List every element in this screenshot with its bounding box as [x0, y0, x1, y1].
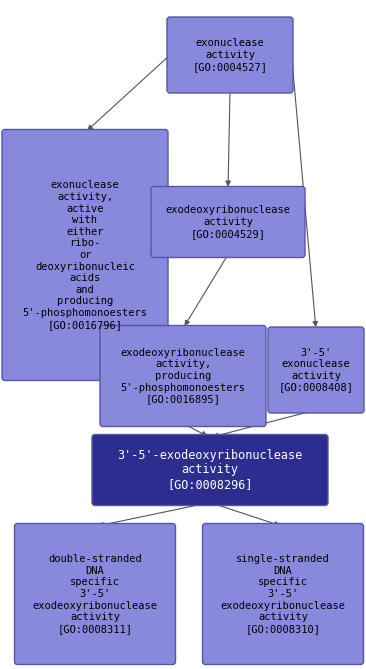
FancyBboxPatch shape [151, 187, 305, 258]
FancyBboxPatch shape [15, 524, 176, 664]
Text: exonuclease
activity
[GO:0004527]: exonuclease activity [GO:0004527] [193, 38, 268, 72]
FancyBboxPatch shape [202, 524, 363, 664]
FancyBboxPatch shape [268, 327, 364, 413]
FancyBboxPatch shape [92, 434, 328, 506]
Text: exodeoxyribonuclease
activity,
producing
5'-phosphomonoesters
[GO:0016895]: exodeoxyribonuclease activity, producing… [120, 348, 246, 404]
Text: exodeoxyribonuclease
activity
[GO:0004529]: exodeoxyribonuclease activity [GO:000452… [165, 205, 291, 239]
Text: 3'-5'
exonuclease
activity
[GO:0008408]: 3'-5' exonuclease activity [GO:0008408] [279, 348, 354, 393]
FancyBboxPatch shape [100, 326, 266, 427]
Text: single-stranded
DNA
specific
3'-5'
exodeoxyribonuclease
activity
[GO:0008310]: single-stranded DNA specific 3'-5' exode… [220, 554, 346, 634]
FancyBboxPatch shape [2, 130, 168, 381]
Text: exonuclease
activity,
active
with
either
ribo-
or
deoxyribonucleic
acids
and
pro: exonuclease activity, active with either… [22, 181, 147, 330]
Text: double-stranded
DNA
specific
3'-5'
exodeoxyribonuclease
activity
[GO:0008311]: double-stranded DNA specific 3'-5' exode… [33, 554, 157, 634]
FancyBboxPatch shape [167, 17, 293, 93]
Text: 3'-5'-exodeoxyribonuclease
activity
[GO:0008296]: 3'-5'-exodeoxyribonuclease activity [GO:… [117, 448, 303, 492]
